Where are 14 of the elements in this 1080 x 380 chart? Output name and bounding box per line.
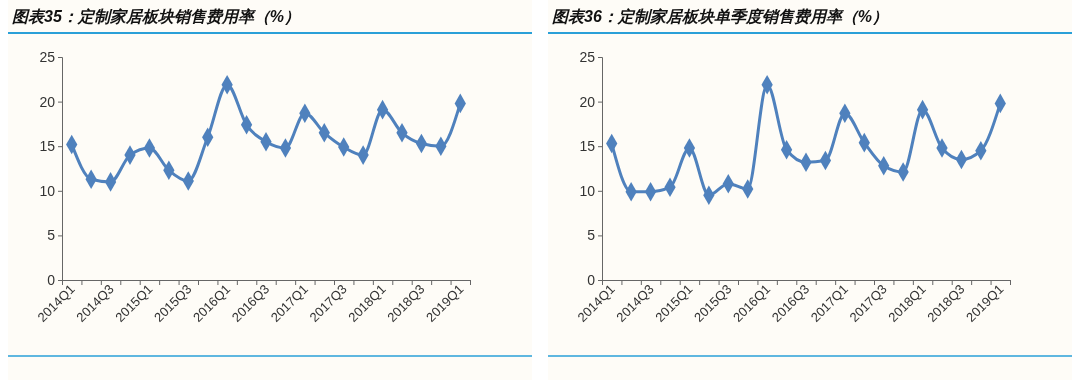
y-tick-label: 20: [39, 93, 56, 110]
chart-title: 图表35：定制家居板块销售费用率（%）: [12, 7, 301, 26]
y-tick-label: 0: [587, 271, 596, 288]
y-tick-label: 25: [39, 48, 56, 65]
y-tick-label: 5: [587, 227, 596, 244]
y-tick-label: 20: [579, 93, 596, 110]
y-tick-label: 10: [39, 182, 56, 199]
y-tick-label: 10: [579, 182, 596, 199]
y-tick-label: 25: [579, 48, 596, 65]
y-tick-label: 15: [579, 138, 596, 155]
y-tick-label: 0: [47, 271, 56, 288]
y-tick-label: 15: [39, 138, 56, 155]
y-tick-label: 5: [47, 227, 56, 244]
chart-title: 图表36：定制家居板块单季度销售费用率（%）: [552, 7, 889, 26]
